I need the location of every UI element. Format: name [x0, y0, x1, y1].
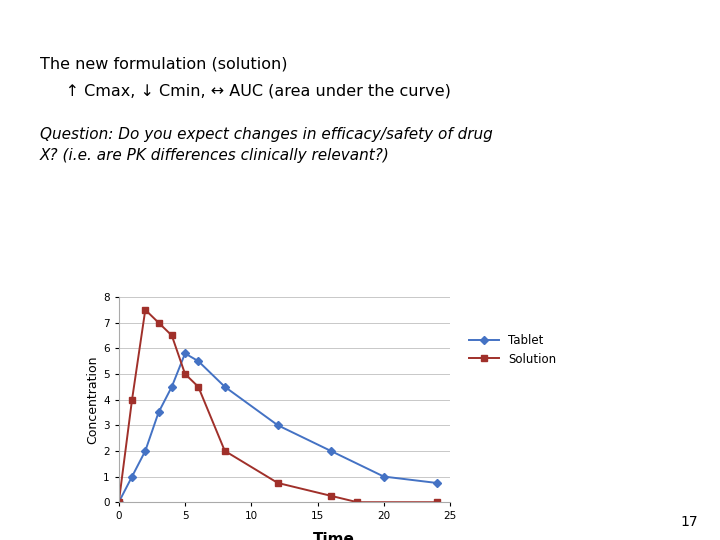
Solution	[194, 383, 202, 390]
Tablet	[326, 448, 335, 454]
Tablet	[194, 358, 202, 365]
Tablet	[154, 409, 163, 416]
Legend: Tablet, Solution: Tablet, Solution	[469, 334, 557, 366]
Tablet	[114, 499, 123, 505]
Tablet	[181, 350, 189, 357]
Solution	[433, 499, 441, 505]
Line: Solution: Solution	[116, 307, 440, 505]
Solution	[141, 307, 150, 313]
Tablet	[274, 422, 282, 429]
Text: 17: 17	[681, 515, 698, 529]
Tablet	[433, 480, 441, 486]
Text: FDA: FDA	[633, 29, 681, 49]
Solution	[326, 492, 335, 499]
Solution	[168, 332, 176, 339]
Tablet	[168, 383, 176, 390]
Y-axis label: Concentration: Concentration	[86, 355, 99, 444]
Solution	[274, 480, 282, 486]
Line: Tablet: Tablet	[116, 350, 440, 505]
Solution	[114, 499, 123, 505]
Tablet	[127, 473, 136, 480]
Text: Question: Do you expect changes in efficacy/safety of drug
X? (i.e. are PK diffe: Question: Do you expect changes in effic…	[40, 127, 492, 163]
Text: ↑ Cmax, ↓ Cmin, ↔ AUC (area under the curve): ↑ Cmax, ↓ Cmin, ↔ AUC (area under the cu…	[40, 84, 451, 99]
Solution	[353, 499, 361, 505]
Solution	[127, 396, 136, 403]
Solution	[220, 448, 229, 454]
Tablet	[379, 473, 388, 480]
Text: The new formulation (solution): The new formulation (solution)	[40, 57, 287, 72]
Solution	[154, 319, 163, 326]
Tablet	[141, 448, 150, 454]
Solution	[181, 370, 189, 377]
Text: Time: Time	[313, 532, 355, 540]
Tablet	[220, 383, 229, 390]
